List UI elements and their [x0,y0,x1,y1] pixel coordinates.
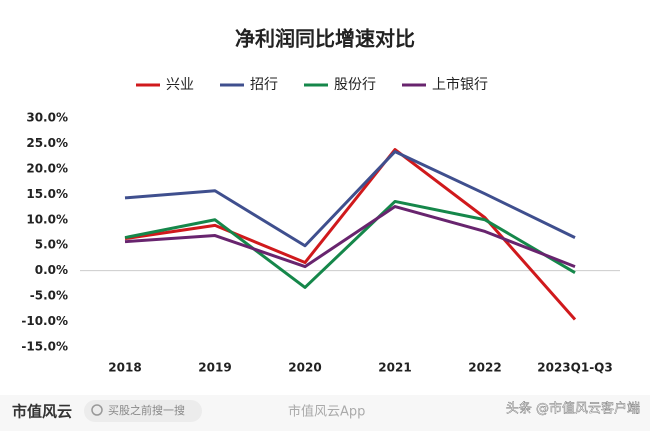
footer-search: 买股之前搜一搜 [108,403,185,417]
y-tick-label: 0.0% [35,263,68,277]
legend-label: 兴业 [166,77,194,93]
y-tick-label: 15.0% [26,187,68,201]
x-tick-label: 2019 [198,361,231,375]
chart-title: 净利润同比增速对比 [235,27,415,51]
legend-label: 股份行 [334,77,376,93]
search-icon [91,404,103,416]
series-line [124,148,577,321]
y-tick-label: 25.0% [26,136,68,150]
y-tick-label: 10.0% [26,212,68,226]
legend-label: 上市银行 [432,76,488,93]
y-tick-label: 20.0% [26,161,68,175]
footer-app: 市值风云App [288,404,365,420]
series-line [124,205,576,269]
search-box[interactable] [84,400,202,422]
x-tick-label: 2022 [468,361,501,375]
series-line [124,150,576,248]
y-tick-label: -5.0% [30,289,68,303]
footer-source: 头条 @市值风云客户端 [506,401,640,417]
footer-logo: 市值风云 [12,403,72,421]
y-tick-label: 5.0% [35,238,68,252]
x-tick-label: 2018 [108,361,141,375]
x-tick-label: 2021 [378,361,411,375]
y-tick-label: 30.0% [26,111,68,125]
y-tick-label: -10.0% [21,314,68,328]
legend-label: 招行 [250,77,278,93]
x-tick-label: 2020 [288,361,321,375]
y-tick-label: -15.0% [21,340,68,354]
x-tick-label: 2023Q1-Q3 [537,361,612,375]
series-line [124,199,576,289]
